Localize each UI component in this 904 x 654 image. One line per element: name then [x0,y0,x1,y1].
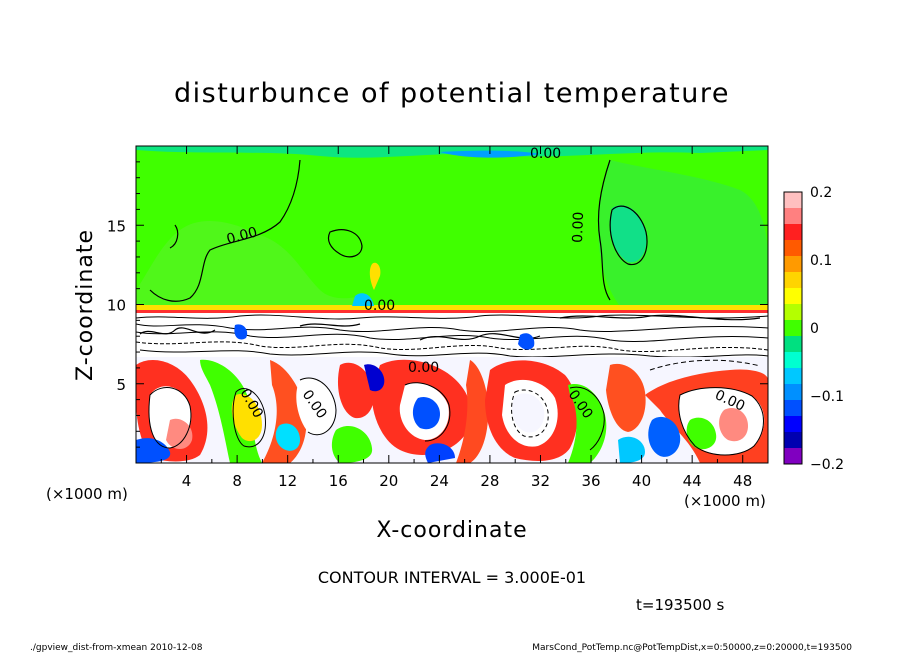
x-tick-label: 28 [480,472,499,490]
colorbar-swatch [784,432,802,449]
chart-title: disturbunce of potential temperature [174,78,730,109]
y-tick-label: 5 [116,376,126,394]
contour-label: 0.00 [225,224,259,248]
upper-pale-patch-right [598,160,768,306]
colorbar-swatch [784,384,802,401]
y-axis-label: Z-coordinate [73,229,98,381]
x-tick-label: 20 [379,472,398,490]
x-tick-label: 16 [329,472,348,490]
time-stamp: t=193500 s [636,596,724,614]
x-tick-label: 48 [733,472,752,490]
x-tick-label: 40 [632,472,651,490]
y-tick-label: 10 [107,297,126,315]
inversion-red [136,310,768,313]
x-axis-label: X-coordinate [376,518,527,543]
upper-contours [149,159,648,302]
x-tick-label: 8 [232,472,242,490]
x-tick-label: 12 [278,472,297,490]
contour-label: 0.00 [570,211,587,243]
upper-cyan-blob [609,205,647,263]
colorbar-swatch [784,192,802,209]
contour-label: 0.00 [408,360,439,376]
colorbar-tick-label: −0.2 [810,457,844,473]
footer-right: MarsCond_PotTemp.nc@PotTempDist,x=0:5000… [532,643,852,653]
colorbar-swatch [784,352,802,369]
colorbar-tick-label: −0.1 [810,389,844,405]
colorbar-swatch [784,400,802,417]
plot-area: 0.00 0.00 0.00 0.00 0.00 0.00 0.00 0.00 … [136,146,768,463]
colorbar-swatch [784,240,802,257]
colorbar-ticks: 0.2 0.1 0 −0.1 −0.2 [810,185,844,473]
footer-left: ./gpview_dist-from-xmean 2010-12-08 [30,643,203,653]
colorbar-swatch [784,272,802,289]
colorbar-tick-label: 0.1 [810,253,832,269]
y-axis: 5 10 15 [107,161,768,448]
inversion-yellow [136,305,768,310]
colorbar-swatch [784,336,802,353]
colorbar-swatch [784,256,802,273]
colorbar-tick-label: 0.2 [810,185,832,201]
lower-contours [148,359,764,456]
x-tick-label: 44 [683,472,702,490]
x-unit-left: (×1000 m) [46,485,128,503]
x-tick-label: 32 [531,472,550,490]
x-axis: 4 8 12 16 20 24 28 32 36 40 44 48 [160,146,752,490]
y-tick-label: 15 [107,217,126,235]
x-tick-label: 24 [430,472,449,490]
colorbar-swatch [784,288,802,305]
colorbar-tick-label: 0 [810,321,819,337]
upper-pale-patch [136,220,362,308]
x-unit-right: (×1000 m) [684,492,766,510]
colorbar [784,192,802,465]
top-blue-streak [440,150,540,158]
contour-label: 0.00 [530,146,561,162]
contour-label: 0.00 [364,298,395,314]
colorbar-swatch [784,224,802,241]
colorbar-swatch [784,304,802,321]
colorbar-swatch [784,416,802,433]
contour-interval-note: CONTOUR INTERVAL = 3.000E-01 [318,568,586,587]
x-tick-label: 36 [581,472,600,490]
interface-blobs [234,262,535,350]
colorbar-frame [783,191,803,465]
colorbar-swatch [784,320,802,337]
colorbar-swatch [784,208,802,225]
colorbar-swatch [784,368,802,385]
x-tick-label: 4 [182,472,192,490]
colorbar-swatch [784,448,802,465]
